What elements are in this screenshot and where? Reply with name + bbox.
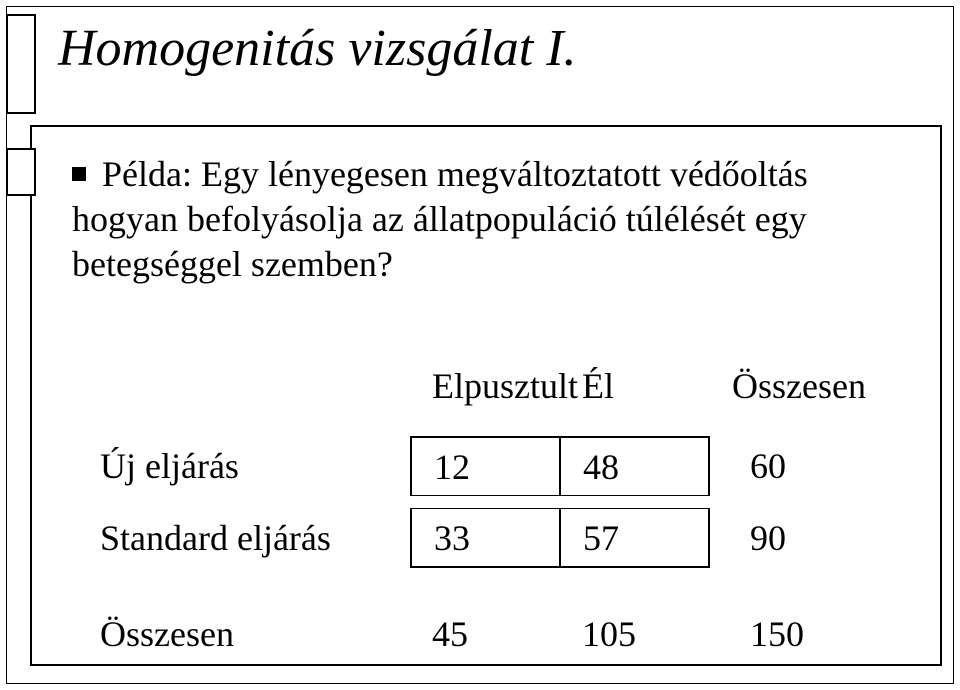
table-row: Új eljárás 12 48 60 (100, 430, 880, 502)
decoration-box-lower (6, 148, 36, 196)
header-col1: Elpusztult (410, 365, 560, 407)
row2-label: Standard eljárás (100, 517, 410, 559)
table-row: Standard eljárás 33 57 90 (100, 502, 880, 574)
slide: Homogenitás vizsgálat I. Példa: Egy lény… (0, 0, 960, 690)
row2-c1: 33 (410, 508, 560, 568)
row1-c2: 48 (560, 436, 710, 496)
square-bullet-icon (72, 167, 86, 181)
row1-c1: 12 (410, 436, 560, 496)
header-col2: Él (560, 365, 710, 407)
row2-c2: 57 (560, 508, 710, 568)
slide-title: Homogenitás vizsgálat I. (58, 20, 577, 77)
row3-c1: 45 (410, 613, 560, 655)
row3-label: Összesen (100, 613, 410, 655)
row3-c2: 105 (560, 613, 710, 655)
spacer (100, 574, 880, 598)
table-header-row: Elpusztult Él Összesen (100, 350, 880, 422)
row2-c3: 90 (710, 517, 860, 559)
data-table: Elpusztult Él Összesen Új eljárás 12 48 … (100, 350, 880, 670)
decoration-box-upper (6, 14, 36, 114)
bullet-text: Példa: Egy lényegesen megváltoztatott vé… (72, 154, 808, 284)
row1-c3: 60 (710, 445, 860, 487)
row1-label: Új eljárás (100, 445, 410, 487)
row3-c3: 150 (710, 613, 860, 655)
bullet-paragraph: Példa: Egy lényegesen megváltoztatott vé… (72, 152, 920, 287)
header-col3: Összesen (710, 365, 860, 407)
table-row-total: Összesen 45 105 150 (100, 598, 880, 670)
